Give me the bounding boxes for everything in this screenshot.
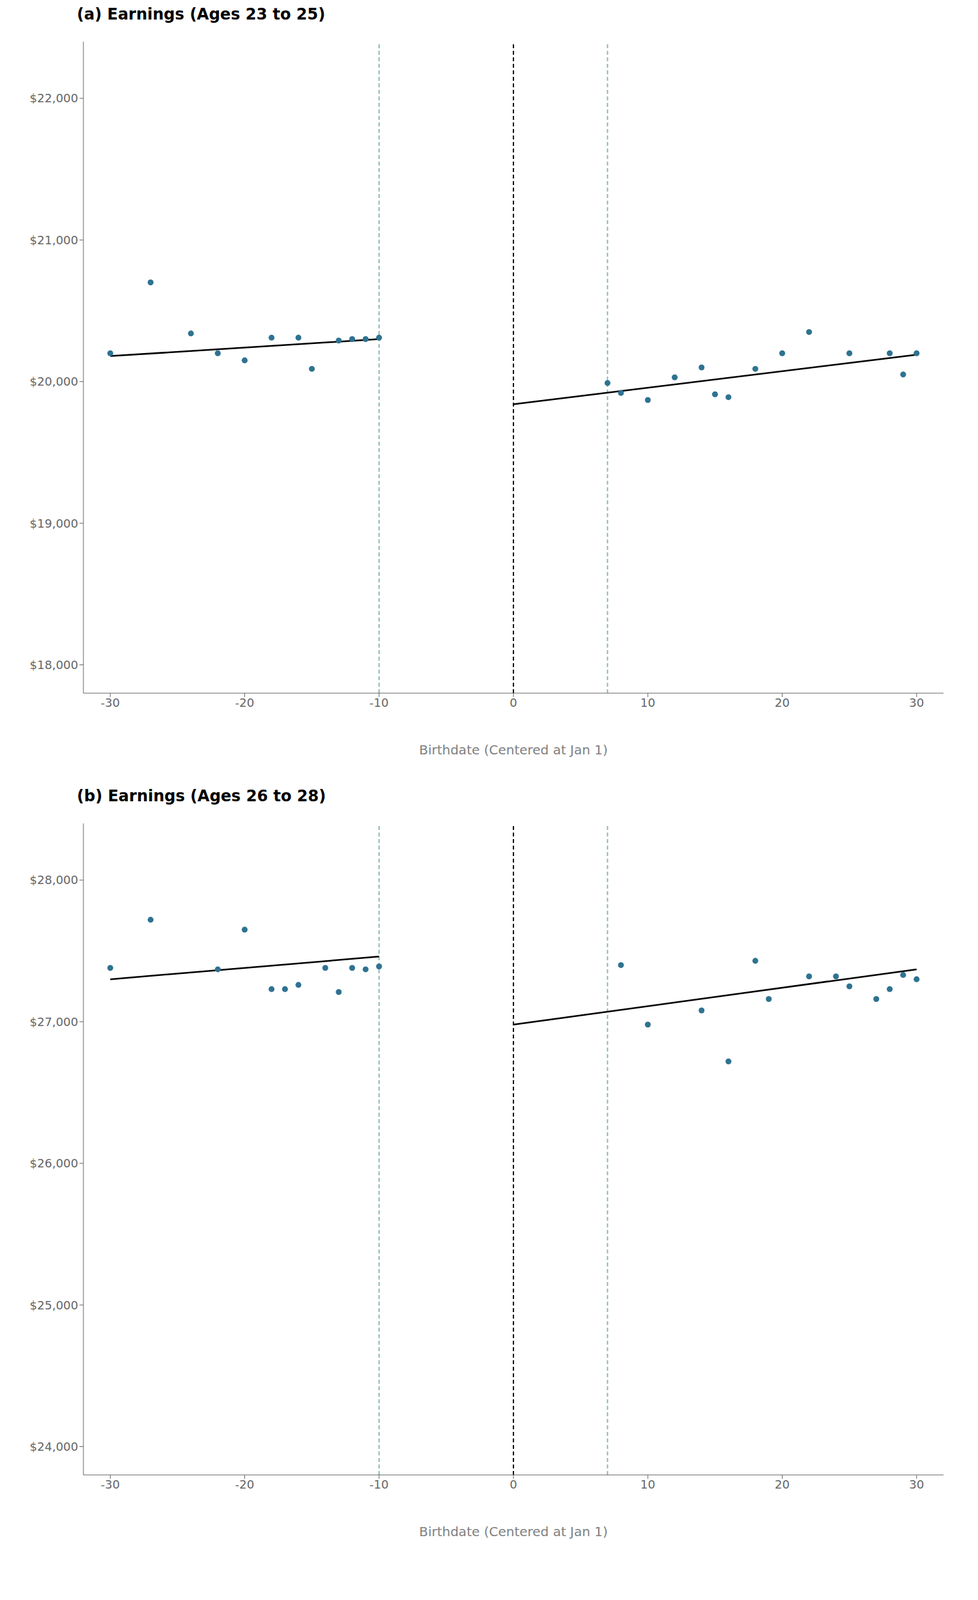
- html-text:(b) Earnings (Ages 26 to 28): (b) Earnings (Ages 26 to 28): [76, 787, 326, 806]
- svg-text:-10: -10: [369, 1477, 389, 1492]
- svg-text:$18,000: $18,000: [29, 658, 79, 672]
- svg-text:0: 0: [509, 1477, 517, 1492]
- svg-text:$20,000: $20,000: [29, 374, 79, 389]
- svg-text:0: 0: [509, 695, 517, 710]
- svg-text:20: 20: [774, 1477, 790, 1492]
- svg-text:$22,000: $22,000: [29, 91, 79, 105]
- svg-text:$19,000: $19,000: [29, 516, 79, 531]
- svg-text:Birthdate (Centered at Jan 1): Birthdate (Centered at Jan 1): [418, 1524, 608, 1540]
- svg-text:20: 20: [774, 695, 790, 710]
- svg-text:$24,000: $24,000: [29, 1439, 79, 1454]
- svg-text:$26,000: $26,000: [29, 1156, 79, 1171]
- svg-text:-10: -10: [369, 695, 389, 710]
- svg-text:10: 10: [640, 1477, 656, 1492]
- svg-text:$28,000: $28,000: [29, 873, 79, 887]
- svg-text:-20: -20: [235, 1477, 255, 1492]
- svg-text:-30: -30: [100, 1477, 120, 1492]
- svg-text:-30: -30: [100, 695, 120, 710]
- svg-text:$25,000: $25,000: [29, 1298, 79, 1313]
- html-text:(a) Earnings (Ages 23 to 25): (a) Earnings (Ages 23 to 25): [76, 5, 326, 24]
- svg-text:-20: -20: [235, 695, 255, 710]
- svg-text:$21,000: $21,000: [29, 233, 79, 247]
- svg-text:$27,000: $27,000: [29, 1015, 79, 1029]
- svg-text:Birthdate (Centered at Jan 1): Birthdate (Centered at Jan 1): [418, 742, 608, 758]
- svg-text:10: 10: [640, 695, 656, 710]
- svg-text:30: 30: [908, 695, 924, 710]
- svg-text:30: 30: [908, 1477, 924, 1492]
